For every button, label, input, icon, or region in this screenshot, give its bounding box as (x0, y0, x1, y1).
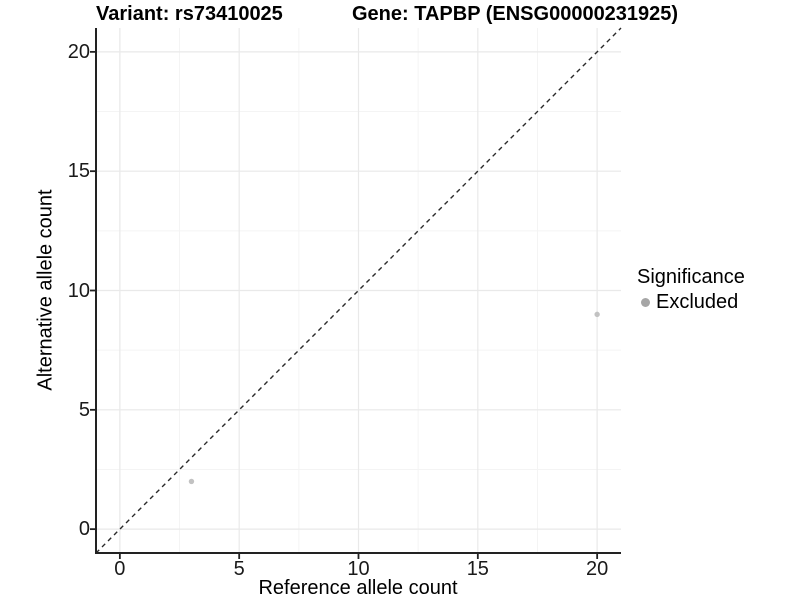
y-tick-label: 0 (78, 518, 90, 541)
legend-item: Excluded (637, 290, 745, 314)
legend-title: Significance (637, 266, 745, 288)
y-tick-label: 20 (67, 40, 90, 63)
x-tick-label: 0 (114, 558, 126, 580)
x-tick-label: 10 (347, 558, 370, 580)
x-axis-title: Reference allele count (258, 577, 458, 599)
legend-item-label: Excluded (656, 291, 739, 313)
plot-title-variant: Variant: rs73410025 (96, 3, 283, 25)
plot-title-gene: Gene: TAPBP (ENSG00000231925) (352, 3, 679, 25)
y-tick-label: 10 (67, 279, 90, 302)
legend: Significance Excluded (637, 265, 745, 314)
y-axis-title: Alternative allele count (34, 189, 57, 391)
legend-key-dot-icon (641, 297, 650, 307)
data-point (188, 478, 195, 485)
x-tick-label: 15 (466, 558, 489, 580)
x-tick-label: 5 (233, 558, 245, 580)
data-point (594, 311, 600, 318)
y-tick-label: 15 (67, 160, 90, 183)
x-tick-label: 20 (586, 558, 609, 580)
y-tick-label: 5 (78, 398, 90, 421)
legend-items: Excluded (637, 290, 745, 314)
